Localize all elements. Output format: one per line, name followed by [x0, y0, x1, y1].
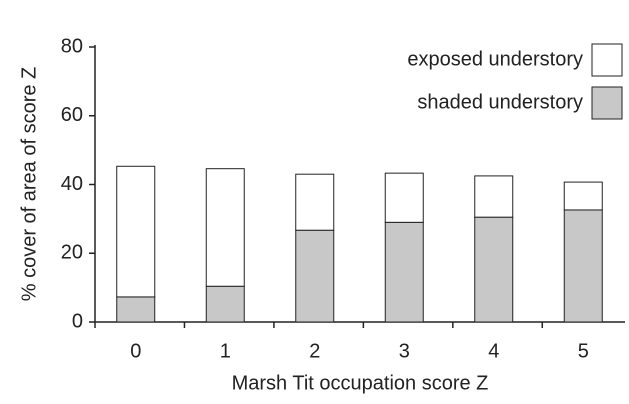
legend-label: exposed understory: [407, 48, 583, 70]
legend-swatch: [591, 86, 623, 120]
bar-segment: [474, 216, 514, 323]
y-tick-label: 60: [61, 104, 83, 126]
bar-segment: [205, 285, 245, 323]
bar-segment: [384, 172, 424, 223]
bar-segment: [205, 168, 245, 287]
bar-segment: [474, 175, 514, 218]
bar-segment: [116, 165, 156, 298]
y-tick-label: 80: [61, 35, 83, 57]
y-tick-label: 20: [61, 242, 83, 264]
bar-segment: [563, 209, 603, 323]
x-tick-label: 0: [130, 340, 141, 362]
x-axis-label: Marsh Tit occupation score Z: [232, 372, 489, 394]
bar-segment: [116, 296, 156, 323]
y-axis-label: % cover of area of score Z: [18, 67, 40, 302]
y-tick-label: 0: [72, 310, 83, 332]
bar-segment: [295, 173, 335, 231]
x-tick-label: 2: [309, 340, 320, 362]
bar-segment: [384, 221, 424, 323]
x-tick-label: 5: [578, 340, 589, 362]
bar-segment: [563, 181, 603, 211]
legend-label: shaded understory: [417, 91, 583, 113]
x-tick-label: 3: [399, 340, 410, 362]
x-tick-label: 1: [220, 340, 231, 362]
bar-segment: [295, 229, 335, 323]
legend-swatch: [591, 43, 623, 77]
x-tick-label: 4: [488, 340, 499, 362]
y-tick-label: 40: [61, 173, 83, 195]
